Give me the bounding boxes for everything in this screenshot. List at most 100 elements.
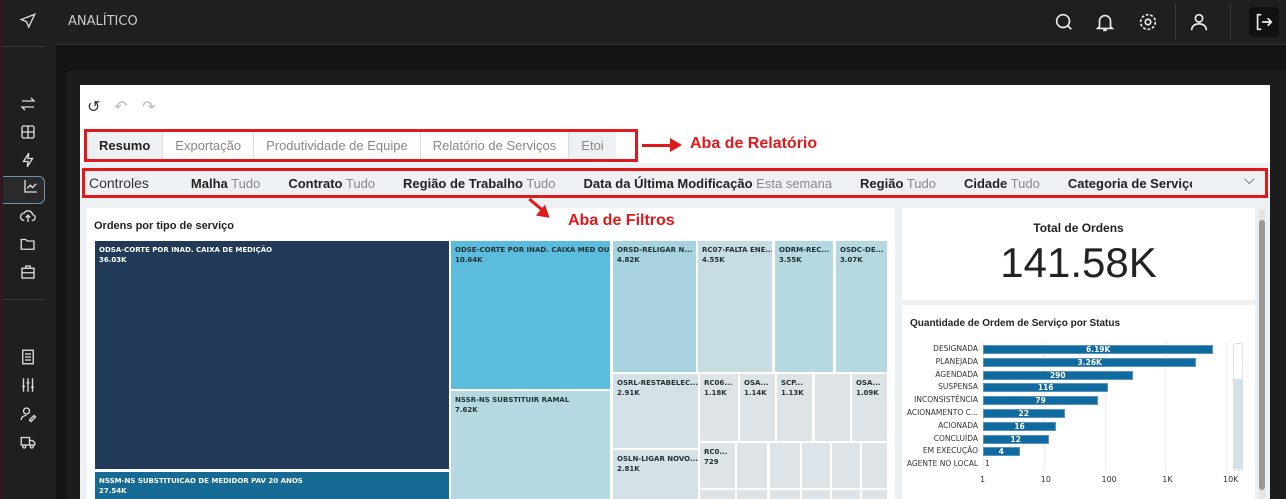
treemap-cell-value: 1.14K	[744, 389, 767, 397]
tab-relatorio-servicos[interactable]: Relatório de Serviços	[421, 132, 570, 159]
bell-icon[interactable]	[1094, 11, 1118, 35]
tab-resumo[interactable]: Resumo	[87, 132, 164, 159]
logo-plane-icon[interactable]	[17, 12, 39, 32]
treemap-cell[interactable]: OSDC-DE... 3.07K	[836, 241, 887, 372]
treemap-cell-other[interactable]	[770, 490, 800, 499]
filter-malha[interactable]: Malha Tudo	[190, 175, 261, 191]
filter-bar: Controles Malha Tudo Contrato Tudo Regiã…	[82, 168, 1268, 198]
redo-icon[interactable]: ↷	[142, 97, 156, 116]
tab-produtividade[interactable]: Produtividade de Equipe	[254, 132, 421, 159]
treemap-cell-label: OSDC-DE...	[840, 246, 884, 254]
treemap-cell-label: RC06...	[704, 379, 733, 387]
treemap-cell[interactable]: OSLN-LIGAR NOVO... 2.81K	[613, 450, 698, 499]
treemap-cell-label: OSRL-RESTABELEC...	[617, 379, 698, 387]
briefcase-icon[interactable]	[17, 263, 39, 283]
treemap-cell[interactable]: NSSR-NS SUBSTITUIR RAMAL 7.62K	[451, 391, 610, 499]
treemap-cell-label: RC0...	[704, 448, 728, 456]
bar-category-label: ACIONADA	[938, 420, 978, 430]
treemap-cell[interactable]: RC0... 729	[700, 443, 735, 488]
treemap-cell-label: ODSA-CORTE POR INAD. CAIXA DE MEDIÇÃO	[99, 246, 273, 254]
user-icon[interactable]	[1188, 11, 1212, 35]
transfer-icon[interactable]	[17, 95, 39, 115]
chart-range-slider[interactable]	[1233, 343, 1243, 471]
treemap-cell-other[interactable]	[737, 490, 767, 499]
chat-icon[interactable]	[1053, 11, 1077, 35]
treemap-cell-other[interactable]	[832, 490, 860, 499]
scrollbar[interactable]	[1259, 210, 1265, 499]
treemap-cell[interactable]: ORSD-RELIGAR N... 4.82K	[613, 241, 696, 372]
bar[interactable]: 16	[983, 421, 1057, 431]
filters-label: Controles	[89, 175, 149, 191]
treemap-cell[interactable]: ODRM-REC... 3.55K	[775, 241, 833, 372]
sliders-icon[interactable]	[17, 376, 39, 396]
treemap-cell-other[interactable]	[862, 490, 887, 499]
treemap-cell[interactable]: OSA... 1.14K	[740, 374, 775, 441]
treemap-cell-other[interactable]	[832, 443, 860, 488]
bar[interactable]: 4	[983, 447, 1020, 457]
filter-contrato[interactable]: Contrato Tudo	[288, 175, 376, 191]
x-tick-label: 10K	[1223, 475, 1239, 484]
treemap-cell-other[interactable]	[802, 490, 830, 499]
filter-cidade[interactable]: Cidade Tudo	[963, 175, 1040, 191]
bar[interactable]: 79	[983, 396, 1099, 406]
bar-category-label: INCONSISTÊNCIA	[914, 395, 978, 405]
treemap-cell-value: 4.82K	[617, 256, 640, 264]
treemap-cell[interactable]: SCP... 1.13K	[777, 374, 812, 441]
treemap-cell-other[interactable]	[737, 443, 767, 488]
treemap-cell-label: RC07-FALTA ENE...	[702, 246, 772, 254]
document-icon[interactable]	[17, 348, 39, 368]
user-edit-icon[interactable]	[17, 405, 39, 425]
treemap-cell[interactable]: ODSA-CORTE POR INAD. CAIXA DE MEDIÇÃO 36.…	[95, 241, 449, 469]
bar-category-label: SUSPENSA	[938, 382, 978, 392]
treemap-cell-other[interactable]	[700, 490, 735, 499]
tab-exportacao[interactable]: Exportação	[163, 132, 255, 159]
filter-data-modificacao[interactable]: Data da Última Modificação Esta semana	[583, 175, 833, 191]
treemap-cell[interactable]: RC07-FALTA ENE... 4.55K	[698, 241, 772, 372]
bar[interactable]: 6.19K	[983, 345, 1214, 354]
tab-etoi[interactable]: Etoi	[569, 132, 616, 159]
gear-icon[interactable]	[1137, 11, 1161, 35]
x-tick-label: 100	[1101, 475, 1117, 484]
bar[interactable]: 12	[983, 434, 1049, 444]
filter-regiao[interactable]: Região Tudo	[860, 175, 936, 191]
chevron-down-icon[interactable]: ⌵	[1244, 172, 1255, 188]
undo-icon[interactable]: ↶	[114, 97, 128, 116]
treemap-cell[interactable]: OSRL-RESTABELEC... 2.91K	[613, 374, 698, 448]
grid-icon[interactable]	[17, 123, 39, 143]
gridline	[1226, 342, 1227, 470]
treemap-cell[interactable]: OSA... 1.09K	[852, 374, 887, 441]
x-tick-label: 10	[1040, 475, 1051, 484]
treemap-cell-label: ORSD-RELIGAR N...	[617, 246, 693, 254]
x-tick-label: 1	[980, 475, 986, 484]
treemap-title: Ordens por tipo de serviço	[94, 220, 234, 232]
filter-regiao-trabalho[interactable]: Região de Trabalho Tudo	[403, 175, 556, 191]
reset-icon[interactable]: ↺	[87, 97, 101, 116]
treemap-cell-value: 36.03K	[99, 256, 127, 264]
logout-icon[interactable]	[1249, 7, 1279, 37]
treemap-cell[interactable]: NSSM-NS SUBSTITUICAO DE MEDIDOR PAV 20 A…	[95, 472, 449, 499]
truck-icon[interactable]	[17, 433, 39, 453]
treemap-cell-label: OSA...	[744, 379, 769, 387]
treemap-cell-other[interactable]	[862, 443, 887, 488]
chart-icon[interactable]	[3, 176, 45, 204]
page-title: ANALÍTICO	[68, 14, 138, 29]
bolt-icon[interactable]	[17, 151, 39, 171]
folder-icon[interactable]	[17, 235, 39, 255]
x-tick-label: 1K	[1162, 475, 1173, 484]
treemap-cell[interactable]: ODSE-CORTE POR INAD. CAIXA MED OU ... 10.…	[451, 241, 610, 389]
treemap-cell[interactable]: RC06... 1.18K	[700, 374, 738, 441]
cloud-upload-icon[interactable]	[17, 207, 39, 227]
bar-category-label: EM EXECUÇÃO	[922, 446, 978, 456]
filter-categoria[interactable]: Categoria de Serviço Tu	[1067, 175, 1192, 191]
bar[interactable]: 290	[983, 370, 1133, 380]
bar[interactable]: 116	[983, 383, 1109, 393]
treemap-cell-value: 27.54K	[99, 487, 127, 495]
treemap-cell-other[interactable]	[770, 443, 800, 488]
bar-category-label: CONCLUÍDA	[933, 433, 978, 443]
treemap-cell-other[interactable]	[815, 374, 850, 441]
bar[interactable]: 3.26K	[983, 357, 1197, 367]
bar[interactable]: 1	[985, 459, 990, 469]
treemap-cell-other[interactable]	[802, 443, 830, 488]
bar[interactable]: 22	[983, 409, 1065, 418]
treemap-cell-value: 729	[704, 458, 719, 466]
